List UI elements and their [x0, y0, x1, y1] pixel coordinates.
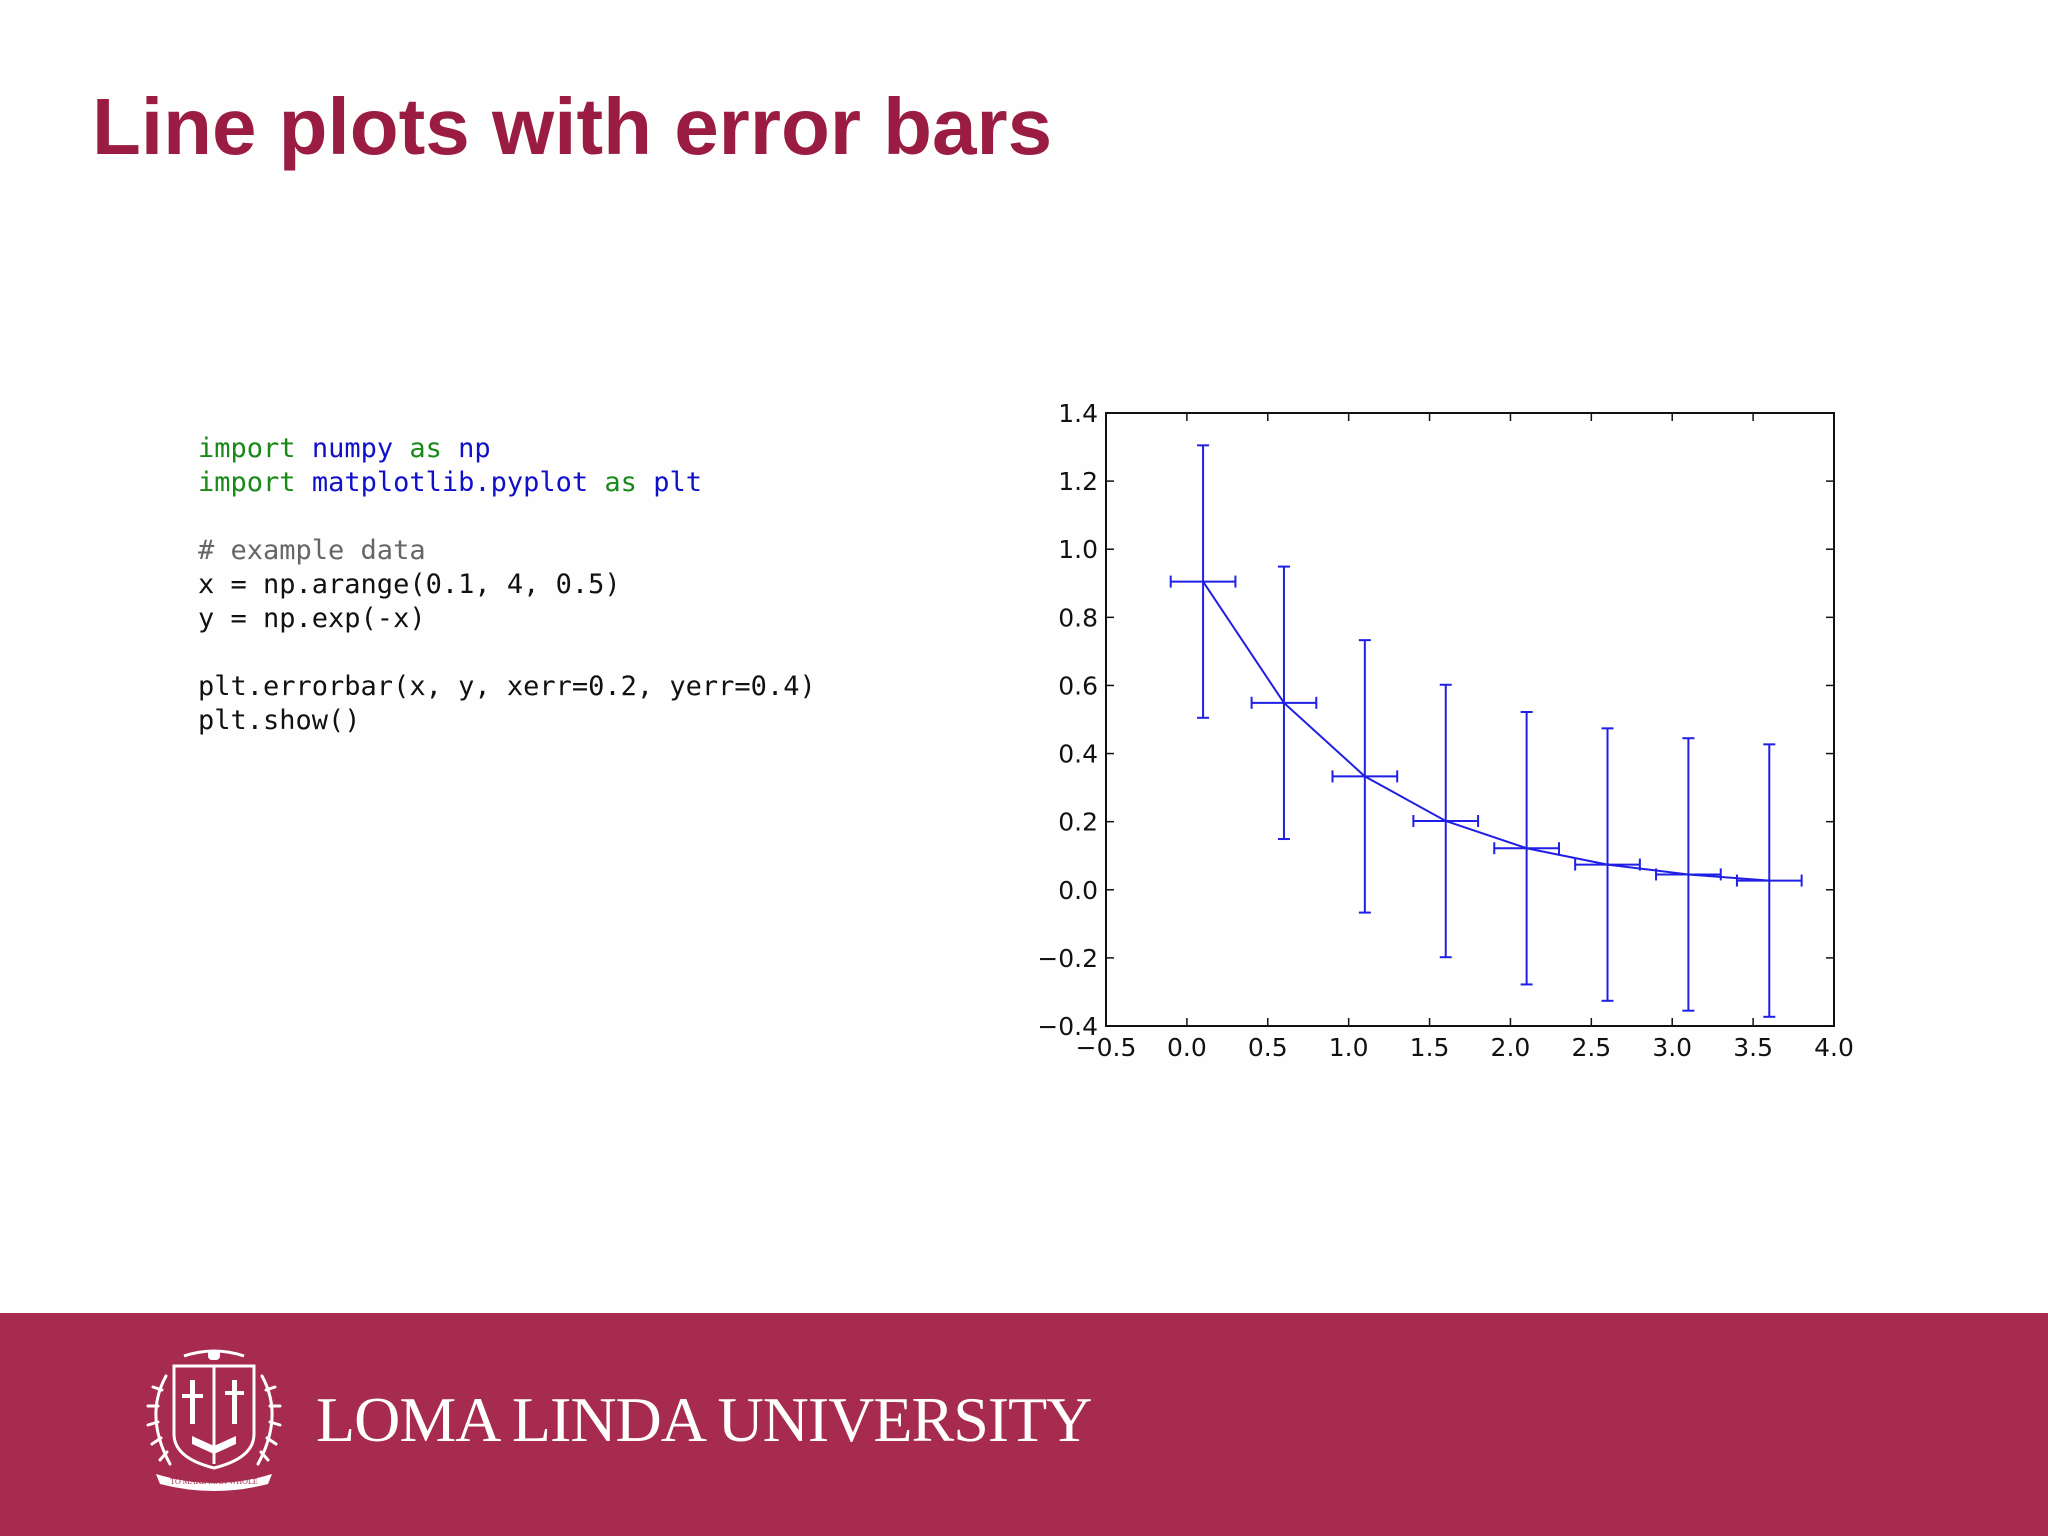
code-line: x = np.arange(0.1, 4, 0.5) [198, 568, 816, 602]
y-tick-label: 1.4 [1058, 399, 1098, 428]
y-tick-label: 1.0 [1058, 535, 1098, 564]
seal-motto: TO MAKE MAN WHOLE [170, 1477, 258, 1486]
footer-band [0, 1313, 2048, 1536]
code-block: import numpy as np import matplotlib.pypl… [198, 432, 816, 738]
code-token: y = np.exp(-x) [198, 603, 426, 634]
y-tick-label: 0.4 [1058, 740, 1098, 769]
y-tick-label: 0.8 [1058, 603, 1098, 632]
code-token [588, 467, 604, 498]
code-line: # example data [198, 534, 816, 568]
y-tick-label: −0.2 [1040, 944, 1098, 973]
code-token [296, 467, 312, 498]
university-seal-logo: TO MAKE MAN WHOLE [146, 1349, 282, 1491]
code-token [442, 433, 458, 464]
university-wordmark: LOMA LINDA UNIVERSITY [316, 1384, 1092, 1455]
y-tick-label: 0.0 [1058, 876, 1098, 905]
x-tick-label: 1.5 [1410, 1033, 1450, 1062]
x-tick-label: 0.5 [1248, 1033, 1288, 1062]
code-line: y = np.exp(-x) [198, 602, 816, 636]
x-tick-label: 3.0 [1652, 1033, 1692, 1062]
code-token: plt.show() [198, 705, 361, 736]
code-token: as [409, 433, 442, 464]
code-line: import numpy as np [198, 432, 816, 466]
y-tick-label: 1.2 [1058, 467, 1098, 496]
x-tick-label: 0.0 [1167, 1033, 1207, 1062]
code-token: as [604, 467, 637, 498]
code-token: x = np.arange(0.1, 4, 0.5) [198, 569, 621, 600]
code-token [393, 433, 409, 464]
y-tick-label: 0.2 [1058, 808, 1098, 837]
plot-area [1105, 412, 1835, 1027]
x-tick-label: 2.5 [1571, 1033, 1611, 1062]
code-token [637, 467, 653, 498]
code-line: plt.show() [198, 704, 816, 738]
x-tick-label: 3.5 [1733, 1033, 1773, 1062]
x-tick-label: 4.0 [1814, 1033, 1854, 1062]
code-line [198, 500, 816, 534]
y-tick-label: −0.4 [1040, 1012, 1098, 1041]
errorbar-chart: −0.5 0.0 0.5 1.0 1.5 2.0 2.5 3.0 3.5 4.0 −0.4 −0.2 0… [1040, 399, 1854, 1062]
code-token: import [198, 433, 296, 464]
code-line: plt.errorbar(x, y, xerr=0.2, yerr=0.4) [198, 670, 816, 704]
x-tick-label: 1.0 [1329, 1033, 1369, 1062]
code-token: import [198, 467, 296, 498]
code-token: matplotlib.pyplot [311, 467, 589, 498]
x-tick-label: 2.0 [1491, 1033, 1531, 1062]
y-tick-label: 0.6 [1058, 671, 1098, 700]
slide-title: Line plots with error bars [92, 82, 1053, 171]
code-token: # example data [198, 535, 426, 566]
code-token: numpy [311, 433, 394, 464]
x-tick-label: −0.5 [1076, 1033, 1137, 1062]
code-token: plt.errorbar(x, y, xerr=0.2, yerr=0.4) [198, 671, 816, 702]
code-token: np [458, 433, 491, 464]
code-token: plt [653, 467, 702, 498]
code-line [198, 636, 816, 670]
code-token [296, 433, 312, 464]
code-line: import matplotlib.pyplot as plt [198, 466, 816, 500]
series-line [1202, 581, 1770, 882]
